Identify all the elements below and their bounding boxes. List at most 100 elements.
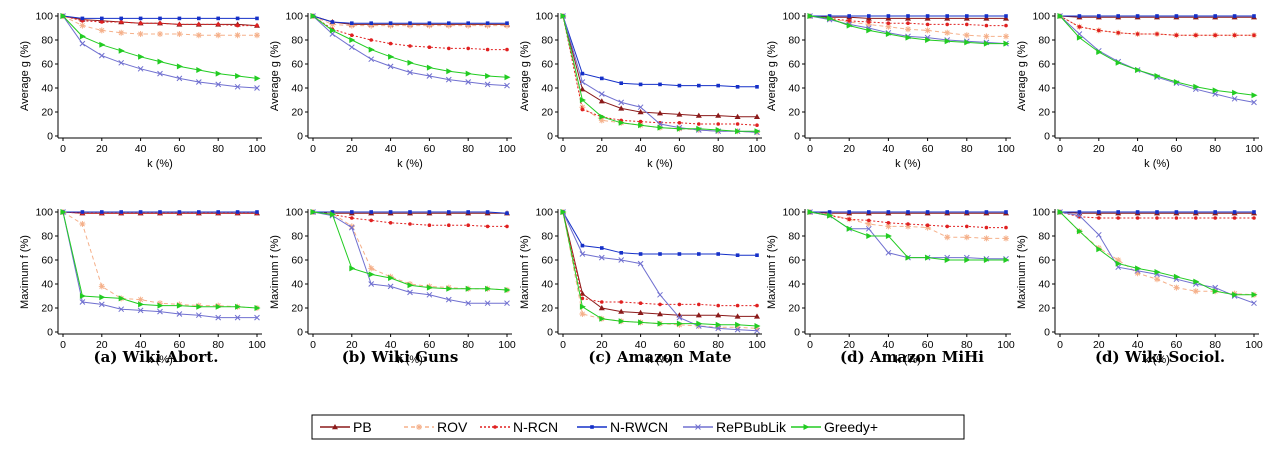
data-point-greedy — [407, 59, 414, 66]
data-point-n-rcn — [350, 216, 354, 220]
chart-7: 0 20 40 60 80 100 0 20 40 60 80 100 k (%) Maximum f (… — [269, 207, 516, 367]
data-point-rov — [905, 26, 911, 33]
data-point-n-rwcn — [827, 210, 832, 214]
y-tick-label: 20 — [41, 303, 53, 315]
data-point-n-rcn — [580, 296, 585, 301]
data-point-rov — [157, 31, 163, 37]
y-tick-label: 0 — [1044, 131, 1050, 143]
data-point-greedy — [676, 320, 683, 327]
caption-d-sociol: (d) Wiki Sociol. — [1095, 348, 1225, 366]
caption-a: (a) Wiki Abort. — [94, 348, 219, 366]
y-tick-label: 60 — [1038, 255, 1050, 267]
data-point-n-rwcn — [1004, 210, 1008, 214]
y-tick-label: 20 — [541, 303, 553, 315]
data-point-n-rcn — [119, 20, 123, 24]
data-point-repbublik — [368, 56, 375, 63]
series-line-repbublik — [809, 211, 1006, 260]
data-point-rov — [348, 223, 355, 230]
x-tick-label: 0 — [310, 143, 316, 155]
x-tick-label: 20 — [1093, 339, 1105, 351]
data-point-pb — [1003, 15, 1009, 21]
data-point-pb — [695, 312, 702, 318]
data-point-n-rwcn — [485, 21, 490, 25]
data-point-repbublik — [195, 79, 202, 85]
data-point-repbublik — [734, 326, 741, 333]
data-point-n-rwcn — [1213, 14, 1217, 18]
data-point-rov — [1003, 235, 1009, 242]
data-point-n-rwcn — [716, 83, 720, 88]
series-repbublik — [60, 209, 260, 321]
x-tick-label: 60 — [922, 143, 934, 155]
data-point-n-rwcn — [216, 16, 220, 21]
series-rov — [310, 209, 510, 293]
x-tick-label: 80 — [712, 143, 724, 155]
series-line-repbublik — [1059, 211, 1255, 304]
series-line-greedy — [62, 211, 258, 309]
data-point-n-rcn — [965, 22, 969, 27]
data-point-repbublik — [79, 40, 86, 47]
y-axis-label: Average g (%) — [1016, 41, 1028, 111]
x-tick-label: 40 — [385, 143, 397, 155]
x-tick-label: 40 — [635, 143, 647, 155]
data-point-pb — [754, 113, 760, 119]
data-point-repbublik — [637, 104, 644, 111]
data-point-n-rwcn — [427, 210, 432, 214]
data-point-n-rcn — [984, 23, 989, 28]
data-point-n-rcn — [1116, 216, 1120, 220]
data-point-n-rwcn — [1116, 14, 1120, 18]
data-point-n-rcn — [235, 23, 240, 28]
series-greedy — [560, 209, 761, 329]
data-point-greedy — [1115, 59, 1122, 66]
data-point-n-rcn — [100, 20, 104, 24]
x-tick-label: 40 — [635, 339, 647, 351]
series-line-n-rwcn — [562, 211, 757, 256]
x-tick-label: 80 — [1209, 143, 1221, 155]
data-point-greedy — [99, 294, 106, 301]
x-tick-label: 60 — [674, 339, 686, 351]
y-tick-label: 100 — [782, 11, 800, 23]
data-point-rov — [465, 22, 472, 29]
data-point-greedy — [866, 233, 873, 239]
y-tick-label: 80 — [291, 231, 303, 243]
data-point-repbublik — [348, 44, 355, 51]
series-greedy — [60, 209, 261, 311]
data-point-repbublik — [215, 314, 222, 321]
data-point-greedy — [504, 287, 511, 293]
data-point-n-rcn — [197, 22, 201, 27]
data-point-greedy — [944, 38, 951, 45]
data-point-n-rcn — [658, 302, 662, 307]
data-point-n-rcn — [1213, 216, 1217, 220]
data-point-repbublik — [579, 79, 586, 85]
data-point-greedy — [925, 37, 932, 43]
data-point-n-rwcn — [638, 82, 643, 87]
y-tick-label: 0 — [547, 327, 553, 339]
x-tick-label: 20 — [96, 143, 108, 155]
data-point-greedy — [905, 254, 912, 261]
data-point-n-rwcn — [580, 71, 585, 76]
data-point-n-rcn — [369, 38, 374, 42]
data-point-repbublik — [426, 291, 433, 298]
data-point-n-rwcn — [197, 16, 201, 21]
data-point-rov — [504, 22, 510, 29]
series-greedy — [807, 13, 1010, 47]
data-point-rov — [1173, 284, 1180, 291]
series-n-rcn — [561, 210, 759, 308]
data-point-repbublik — [234, 83, 241, 90]
data-point-rov — [195, 32, 202, 39]
y-tick-label: 0 — [47, 327, 53, 339]
chart-8: 0 20 40 60 80 100 0 20 40 60 80 100 k (%) Maximum f (… — [519, 207, 766, 367]
y-tick-label: 80 — [1038, 231, 1050, 243]
legend-label: N-RWCN — [610, 419, 668, 435]
y-tick-label: 0 — [297, 327, 303, 339]
series-line-greedy — [1059, 211, 1254, 296]
data-point-n-rwcn — [755, 85, 759, 89]
data-point-n-rcn — [735, 122, 740, 126]
data-point-greedy — [1232, 291, 1239, 298]
data-point-greedy — [407, 282, 414, 289]
data-point-greedy — [1057, 13, 1064, 19]
series-greedy — [807, 209, 1010, 263]
y-tick-label: 60 — [541, 255, 553, 267]
data-point-repbublik — [176, 75, 183, 82]
legend-label: Greedy+ — [824, 419, 878, 435]
data-point-n-rwcn — [677, 252, 682, 256]
